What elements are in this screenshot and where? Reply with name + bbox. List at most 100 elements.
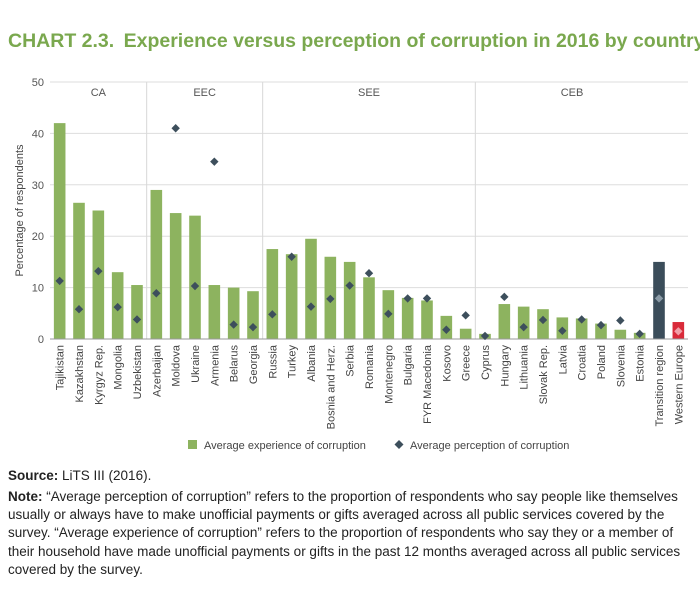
x-tick-label: Bosnia and Herz.	[325, 345, 337, 429]
y-tick-label: 10	[32, 283, 44, 295]
legend-swatch-experience	[188, 440, 197, 449]
diamond-perception	[635, 329, 644, 339]
bar-experience	[498, 304, 511, 339]
diamond-perception	[210, 157, 219, 166]
diamond-perception	[190, 281, 200, 291]
diamond-perception	[94, 266, 103, 276]
bar-experience	[208, 285, 221, 339]
chart-number: CHART 2.3.	[8, 30, 115, 52]
x-tick-label: Moldova	[171, 344, 183, 386]
diamond-perception	[268, 310, 277, 319]
x-tick-label: Kazakhstan	[74, 345, 86, 402]
bar-experience	[595, 323, 607, 339]
diamond-perception	[132, 315, 142, 324]
source-text: LiTS III (2016).	[62, 468, 152, 483]
x-tick-label: Georgia	[248, 344, 260, 384]
bar-experience	[53, 123, 66, 340]
legend-label-experience: Average experience of corruption	[204, 440, 366, 452]
diamond-perception	[577, 315, 586, 324]
diamond-perception	[326, 294, 335, 304]
source-label: Source:	[8, 468, 59, 483]
y-axis-label: Percentage of respondents	[14, 144, 26, 277]
bar-experience	[247, 291, 259, 339]
bar-experience	[421, 300, 433, 339]
bar-experience	[189, 215, 201, 339]
bar-experience	[266, 249, 279, 339]
diamond-perception	[480, 331, 490, 341]
x-tick-label: Poland	[596, 345, 608, 379]
x-tick-label: Russia	[267, 344, 279, 379]
bar-experience	[227, 287, 240, 339]
x-tick-label: Latvia	[557, 344, 569, 374]
x-tick-label: Romania	[364, 344, 376, 389]
y-tick-label: 20	[32, 231, 44, 243]
diamond-perception	[674, 327, 683, 336]
x-tick-label: Ukraine	[190, 345, 202, 383]
x-tick-label: Lithuania	[519, 344, 531, 390]
diamond-perception	[384, 309, 393, 319]
diamond-perception	[519, 322, 528, 332]
x-tick-label: Kyrgyz Rep.	[93, 345, 105, 405]
bar-experience	[150, 189, 163, 339]
note-label: Note:	[8, 489, 43, 504]
x-tick-label: Slovenia	[615, 344, 627, 387]
diamond-perception	[500, 292, 509, 302]
x-tick-label: Armenia	[209, 344, 221, 386]
diamond-perception	[287, 252, 296, 261]
y-tick-label: 0	[38, 334, 44, 346]
diamond-perception	[461, 311, 470, 320]
y-tick-label: 40	[32, 128, 44, 140]
diamond-perception	[306, 302, 316, 311]
group-label: EEC	[193, 87, 216, 99]
diamond-perception	[558, 326, 567, 335]
bar-experience	[73, 202, 85, 339]
chart-title-text: Experience versus perception of corrupti…	[123, 30, 700, 52]
chart-title: CHART 2.3. Experience versus perception …	[8, 30, 700, 53]
x-tick-label: Albania	[306, 344, 318, 382]
bar-experience	[131, 285, 143, 339]
diamond-perception	[364, 269, 374, 278]
x-tick-label: Uzbekistan	[132, 345, 144, 399]
x-tick-label: FYR Macedonia	[422, 344, 434, 424]
diamond-perception	[616, 316, 625, 325]
x-tick-label: Montenegro	[383, 345, 395, 404]
diamond-perception	[248, 322, 258, 332]
diamond-perception	[654, 294, 664, 303]
bar-experience	[614, 329, 627, 339]
diamond-perception	[113, 302, 122, 312]
bar-experience	[363, 277, 375, 339]
x-tick-label: Belarus	[229, 345, 241, 383]
bar-experience	[169, 213, 182, 339]
group-label: CA	[91, 87, 107, 99]
x-tick-label: Estonia	[635, 344, 647, 382]
note-text: “Average perception of corruption” refer…	[8, 489, 681, 577]
diamond-perception	[55, 276, 64, 286]
legend-swatch-perception	[394, 440, 404, 449]
diamond-perception	[229, 320, 238, 329]
diamond-perception	[422, 294, 432, 303]
bar-experience	[343, 261, 356, 339]
note-paragraph: Note: “Average perception of corruption”…	[8, 488, 696, 579]
x-tick-label: Bulgaria	[403, 344, 415, 385]
diamond-perception	[345, 281, 354, 290]
x-tick-label: Tajikistan	[55, 345, 67, 390]
group-label: CEB	[561, 87, 584, 99]
bar-experience	[401, 297, 414, 339]
diamond-perception	[538, 315, 548, 325]
x-tick-label: Turkey	[287, 345, 299, 379]
diamond-perception	[74, 304, 84, 314]
chart-area: 0 10 20 30 40 50 Percentage of respondents CA EE…	[14, 77, 688, 452]
y-tick-label: 30	[32, 180, 44, 192]
bar-experience	[305, 238, 317, 339]
y-tick-label: 50	[32, 77, 44, 89]
legend-label-perception: Average perception of corruption	[410, 440, 569, 452]
x-tick-label: Cyprus	[480, 345, 492, 380]
group-label: SEE	[358, 87, 380, 99]
bar-experience	[459, 328, 472, 339]
x-tick-label: Croatia	[577, 344, 589, 380]
bar-experience	[575, 318, 588, 339]
diamond-perception	[403, 294, 412, 303]
x-tick-label: Slovak Rep.	[538, 345, 550, 404]
diamond-perception	[171, 124, 180, 133]
diamond-perception	[152, 289, 161, 298]
